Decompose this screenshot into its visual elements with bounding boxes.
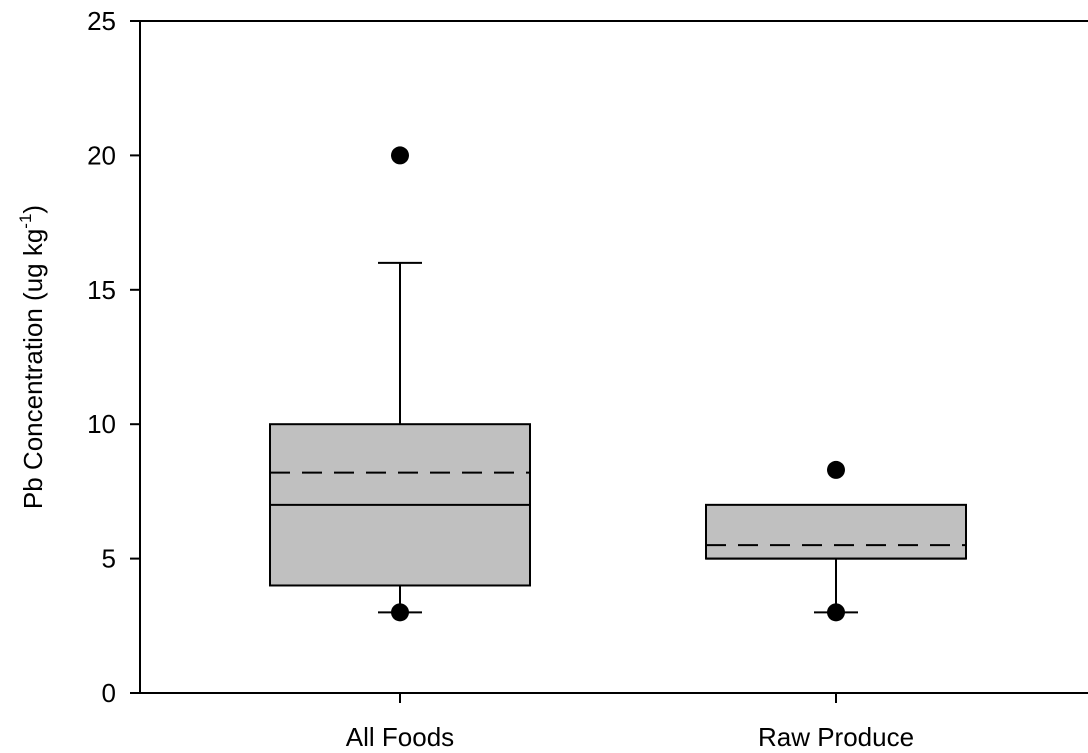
axes [139, 20, 1088, 694]
y-ticks: 0 5 10 15 20 25 [87, 6, 140, 708]
x-ticks: All Foods Raw Produce [346, 693, 914, 752]
y-axis-title-main: Pb Concentration (ug kg [18, 229, 48, 509]
x-category-label: Raw Produce [758, 722, 914, 752]
y-tick-label: 5 [102, 544, 116, 574]
outlier-point [827, 460, 845, 479]
y-tick-label: 0 [102, 678, 116, 708]
y-axis-title: Pb Concentration (ug kg-1) [16, 205, 48, 509]
x-category-label: All Foods [346, 722, 454, 752]
y-axis-title-close: ) [18, 205, 48, 214]
boxes [269, 146, 967, 622]
box-group [705, 460, 967, 622]
y-tick-label: 20 [87, 140, 116, 170]
y-tick-label: 25 [87, 6, 116, 36]
outlier-point [391, 603, 409, 622]
y-tick-label: 10 [87, 409, 116, 439]
y-axis-title-superscript: -1 [16, 214, 35, 229]
outlier-point [391, 146, 409, 165]
box-group [269, 146, 531, 622]
y-tick-label: 15 [87, 275, 116, 305]
box-iqr [705, 503, 967, 560]
outlier-point [827, 603, 845, 622]
